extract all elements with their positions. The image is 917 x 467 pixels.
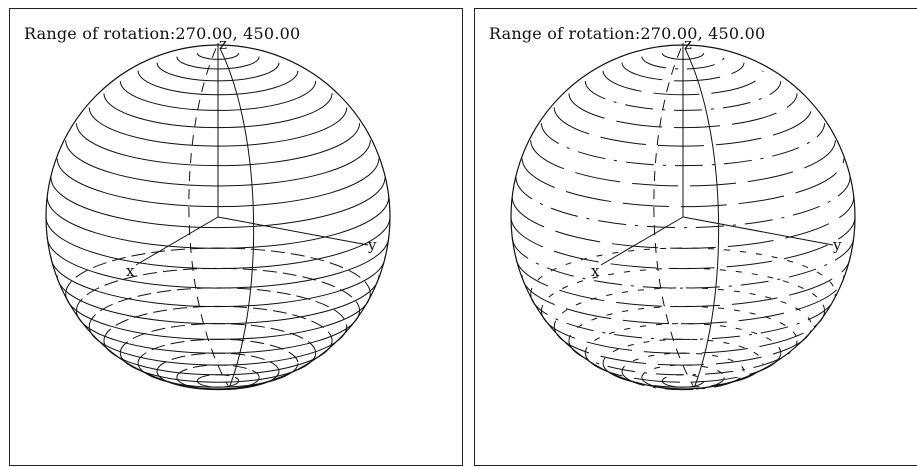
z-axis-label: z bbox=[219, 35, 227, 53]
latitude-ring bbox=[553, 326, 813, 366]
latitude-ring-back bbox=[137, 338, 299, 364]
latitude-ring bbox=[65, 293, 371, 340]
latitude-ring bbox=[510, 216, 856, 270]
latitude-ring bbox=[568, 340, 798, 376]
latitude-ring-back bbox=[621, 352, 745, 372]
latitude-ring bbox=[45, 216, 391, 270]
latitude-ring-back bbox=[584, 323, 782, 353]
latitude-ring bbox=[50, 256, 386, 308]
latitude-ring bbox=[521, 275, 845, 325]
meridian-back bbox=[188, 48, 229, 386]
sphere-panel-right: Range of rotation:270.00, 450.00 z x y bbox=[474, 8, 917, 466]
latitude-ring bbox=[515, 256, 851, 308]
latitude-ring bbox=[46, 236, 390, 289]
z-axis-label: z bbox=[684, 35, 692, 53]
latitude-ring-back bbox=[530, 247, 836, 294]
latitude-ring bbox=[88, 326, 348, 366]
range-of-rotation-label: Range of rotation:270.00, 450.00 bbox=[24, 24, 301, 43]
latitude-ring bbox=[56, 275, 380, 325]
range-of-rotation-label: Range of rotation:270.00, 450.00 bbox=[489, 24, 766, 43]
x-axis-label: x bbox=[591, 262, 600, 280]
latitude-ring bbox=[530, 293, 836, 340]
sphere-plot-left: z x y bbox=[45, 35, 391, 391]
x-axis bbox=[135, 216, 219, 266]
latitude-ring bbox=[540, 310, 826, 354]
y-axis bbox=[682, 216, 834, 246]
latitude-ring bbox=[511, 197, 855, 249]
latitude-ring-back bbox=[65, 247, 371, 294]
latitude-ring-back bbox=[602, 338, 764, 364]
y-axis bbox=[217, 216, 369, 246]
latitude-ring bbox=[50, 177, 386, 229]
meridian-back bbox=[653, 48, 694, 386]
latitude-ring bbox=[584, 352, 782, 383]
latitude-ring-back bbox=[641, 364, 725, 378]
latitude-ring bbox=[156, 371, 280, 391]
latitude-ring-back bbox=[156, 352, 280, 372]
latitude-ring bbox=[46, 197, 390, 249]
latitude-ring bbox=[530, 140, 836, 187]
x-axis bbox=[600, 216, 684, 266]
latitude-ring-back bbox=[75, 267, 361, 311]
latitude-ring bbox=[75, 310, 361, 354]
latitude-ring-back bbox=[553, 287, 813, 327]
latitude-ring bbox=[103, 340, 333, 376]
latitude-ring-back bbox=[661, 374, 705, 382]
meridian-front bbox=[219, 48, 255, 386]
latitude-ring-back bbox=[568, 305, 798, 341]
latitude-ring-back bbox=[176, 364, 260, 378]
sphere-panel-left: Range of rotation:270.00, 450.00 z x y bbox=[9, 8, 463, 466]
latitude-ring bbox=[137, 363, 299, 388]
y-axis-label: y bbox=[367, 236, 377, 254]
latitude-ring bbox=[511, 236, 855, 289]
y-axis-label: y bbox=[832, 236, 842, 254]
x-axis-label: x bbox=[126, 262, 135, 280]
latitude-ring bbox=[641, 56, 725, 70]
latitude-ring bbox=[119, 352, 317, 383]
sphere-plot-right: z x y bbox=[510, 35, 856, 391]
latitude-ring-back bbox=[540, 267, 826, 311]
latitude-ring-back bbox=[88, 287, 348, 327]
latitude-ring bbox=[621, 371, 745, 391]
latitude-ring bbox=[602, 363, 764, 388]
meridian-front bbox=[684, 48, 720, 386]
